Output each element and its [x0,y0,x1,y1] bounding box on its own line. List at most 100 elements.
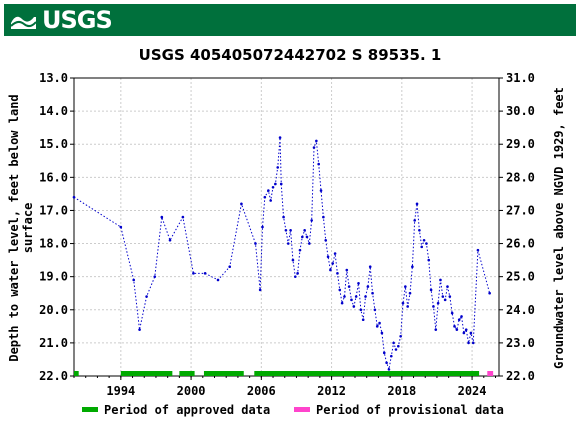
water-level-point [347,285,351,288]
water-level-point [289,229,292,232]
water-level-point [345,268,349,272]
y-right-tick-label: 22.0 [506,369,535,383]
water-level-point [286,242,290,245]
x-tick-label: 2024 [458,384,487,398]
water-level-point [464,328,468,331]
water-level-point [329,268,332,272]
water-level-point [425,242,428,245]
water-level-point [303,229,306,232]
y-right-tick-label: 31.0 [506,71,535,85]
water-level-point [408,291,412,295]
water-level-point [422,238,426,242]
water-level-point [267,189,270,192]
water-level-point [240,202,243,206]
water-level-point [72,195,76,199]
approved-period-bar [120,371,173,376]
y-left-tick-label: 15.0 [39,137,68,151]
water-level-point [293,275,297,278]
y-right-axis-label: Groundwater level above NGVD 1929, feet [552,87,566,369]
y-left-tick-label: 14.0 [39,104,68,118]
y-right-tick-label: 26.0 [506,237,535,251]
water-level-point [278,136,282,139]
water-level-point [392,341,395,345]
water-level-point [448,295,452,298]
water-level-point [441,295,445,298]
provisional-period-bar [487,371,494,376]
water-level-point [284,229,288,232]
x-axis-ticks: 1994 2000 2006 2012 2018 2024 [73,376,496,398]
x-tick-label: 1994 [106,384,135,398]
plot-frame [73,77,500,377]
water-level-point [312,146,316,149]
water-level-point [427,258,431,262]
y-left-tick-label: 13.0 [39,71,68,85]
water-level-point [401,301,405,305]
water-level-point [399,334,402,338]
water-level-point [310,219,313,222]
water-level-point [488,291,491,295]
water-level-point [373,308,377,312]
water-level-point [181,215,185,219]
water-level-point [352,305,356,308]
water-level-point [319,189,323,192]
usgs-logo: USGS [10,6,113,34]
water-level-point [450,311,454,315]
water-level-point [258,288,262,292]
water-level-point [168,238,172,242]
y-left-tick-label: 16.0 [39,170,68,184]
water-level-point [254,242,257,245]
water-level-point [261,225,264,229]
water-level-point [375,325,379,328]
approved-period-bar [203,371,244,376]
water-level-point [336,272,339,275]
water-level-point [404,285,407,288]
y-right-tick-label: 25.0 [506,270,535,284]
water-level-point [434,328,438,331]
water-level-point [228,265,232,269]
water-level-point [415,202,419,206]
water-level-point [366,285,370,288]
series-group [72,136,491,372]
usgs-wave-icon [10,16,37,29]
water-level-point [269,199,272,202]
water-level-point [354,295,358,298]
water-level-point [282,215,285,219]
water-level-point [429,288,433,292]
approved-period-bar [179,371,195,376]
water-level-point [317,162,320,166]
y-left-tick-label: 20.0 [39,303,68,317]
water-level-point [446,285,449,288]
water-level-point [340,301,344,305]
approved-period-bar [74,371,79,376]
water-level-point [338,288,342,292]
water-level-point [308,242,311,245]
water-level-point [343,295,346,298]
water-level-point [322,215,325,219]
approved-period-bar [254,371,480,376]
y-left-tick-label: 21.0 [39,336,68,350]
y-right-tick-label: 27.0 [506,203,535,217]
water-level-line [73,137,491,372]
water-level-point [389,354,393,358]
grid-lines [74,77,499,377]
usgs-logo-text: USGS [42,6,113,34]
water-level-point [439,278,442,282]
water-level-point [436,301,440,305]
water-level-point [455,328,459,331]
water-level-point [305,235,309,239]
water-level-point [380,331,384,335]
y-right-tick-label: 30.0 [506,104,535,118]
water-level-point [471,341,475,345]
water-level-point [371,291,374,295]
water-level-point [476,248,480,252]
water-level-point [119,225,123,229]
water-level-point [296,272,299,275]
x-tick-label: 2018 [387,384,416,398]
y-right-tick-label: 24.0 [506,303,535,317]
legend: Period of approved data Period of provis… [82,403,504,417]
y-left-axis-ticks: 13.0 14.0 15.0 16.0 17.0 18.0 19.0 20.0 21.0 22.0 [39,71,74,383]
water-level-point [132,278,136,282]
water-level-point [387,368,391,371]
water-level-point [276,166,280,169]
